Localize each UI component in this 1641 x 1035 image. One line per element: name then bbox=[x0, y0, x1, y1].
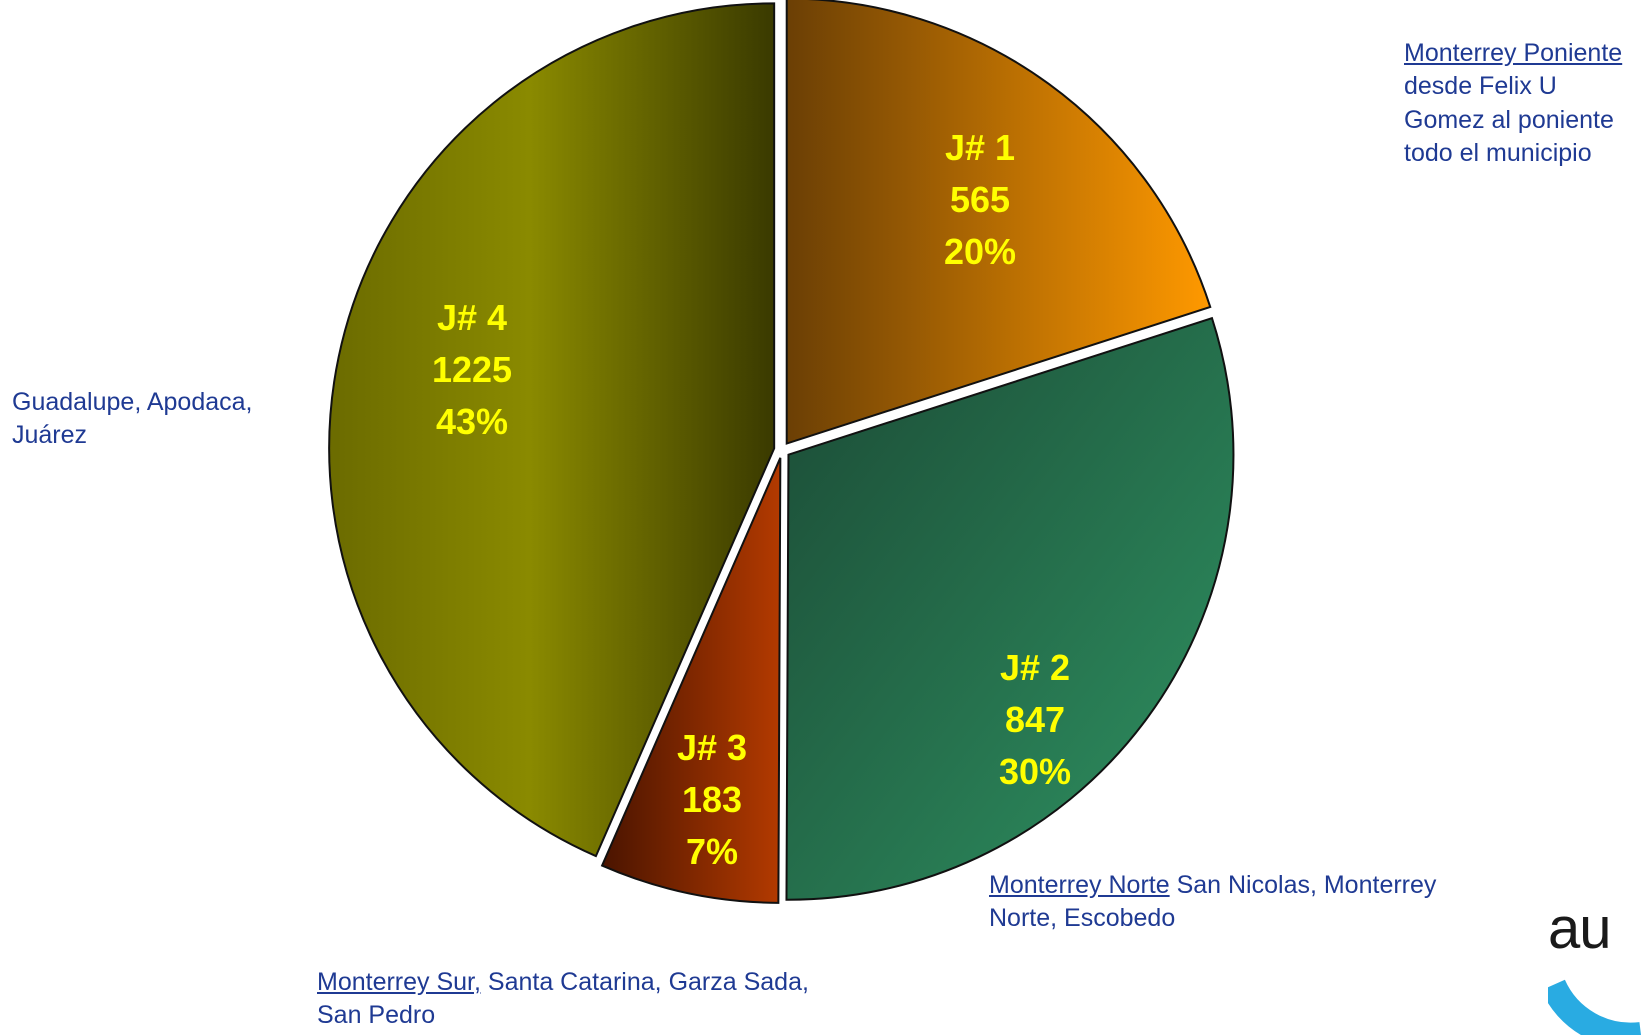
annotation-j2-text: San Nicolas, Monterrey Norte, Escobedo bbox=[989, 871, 1437, 933]
slice-1-value: 565 bbox=[950, 179, 1010, 220]
slice-3-percent: 7% bbox=[686, 831, 738, 872]
slice-3-value: 183 bbox=[682, 779, 742, 820]
annotation-j4: Guadalupe, Apodaca, Juárez bbox=[12, 386, 312, 453]
pie-slice-2 bbox=[785, 316, 1235, 901]
slice-1-percent: 20% bbox=[944, 231, 1016, 272]
pie-labels: J# 1 565 20% J# 2 847 30% J# 3 183 7% J# 4 1225 43% bbox=[432, 127, 1071, 872]
annotation-j2-underlined: Monterrey Norte bbox=[989, 871, 1170, 899]
slice-2-percent: 30% bbox=[999, 751, 1071, 792]
slice-2-label: J# 2 bbox=[1000, 647, 1070, 688]
pie-slice-1 bbox=[785, 0, 1212, 445]
pie-slice-4 bbox=[328, 2, 776, 858]
annotation-j2: Monterrey Norte San Nicolas, Monterrey N… bbox=[989, 869, 1449, 936]
slice-2-value: 847 bbox=[1005, 699, 1065, 740]
annotation-j3-underlined: Monterrey Sur, bbox=[317, 968, 481, 996]
annotation-j3-text: Santa Catarina, Garza Sada, San Pedro bbox=[317, 968, 809, 1030]
annotation-j4-text: Guadalupe, Apodaca, Juárez bbox=[12, 388, 253, 450]
annotation-j1-text: desde Felix U Gomez al poniente todo el … bbox=[1404, 72, 1614, 167]
brand-logo: au bbox=[1548, 895, 1641, 1035]
slice-4-percent: 43% bbox=[436, 401, 508, 442]
slice-3-label: J# 3 bbox=[677, 727, 747, 768]
annotation-j1-underlined: Monterrey Poniente bbox=[1404, 39, 1623, 67]
logo-arc-icon bbox=[1548, 979, 1641, 1035]
annotation-j1: Monterrey Poniente desde Felix U Gomez a… bbox=[1404, 37, 1634, 170]
pie-slice-3 bbox=[600, 457, 782, 904]
annotation-j3: Monterrey Sur, Santa Catarina, Garza Sad… bbox=[317, 966, 817, 1033]
logo-text: au bbox=[1548, 896, 1612, 961]
slice-4-label: J# 4 bbox=[437, 297, 507, 338]
slice-1-label: J# 1 bbox=[945, 127, 1015, 168]
slice-4-value: 1225 bbox=[432, 349, 512, 390]
pie-slices bbox=[328, 0, 1235, 904]
